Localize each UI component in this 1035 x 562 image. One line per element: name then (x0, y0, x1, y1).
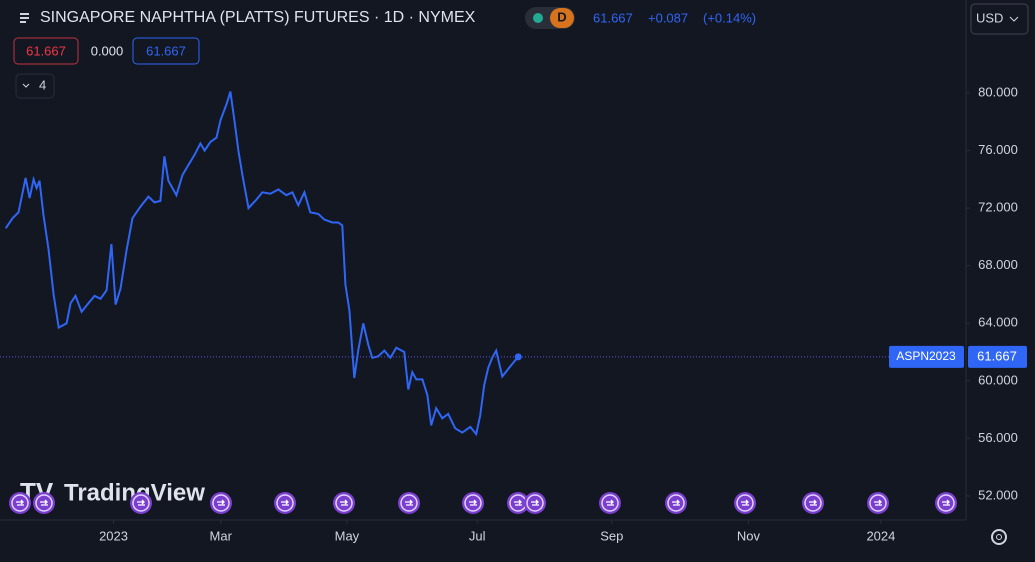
settings-icon[interactable] (991, 529, 1007, 545)
toggle-caret (22, 83, 30, 88)
change-pct: (+0.14%) (703, 10, 756, 25)
series-label: ASPN2023 (896, 349, 956, 363)
event-icon (665, 492, 687, 514)
event-icon (867, 492, 889, 514)
y-tick-label: 68.000 (978, 257, 1018, 272)
y-tick-label: 80.000 (978, 84, 1018, 99)
event-arrow (942, 499, 950, 506)
event-ring (736, 494, 754, 512)
event-ring (601, 494, 619, 512)
event-arrow (281, 499, 289, 506)
event-arrow (809, 499, 817, 506)
y-tick-label: 56.000 (978, 430, 1018, 445)
event-ring (667, 494, 685, 512)
event-arrow (531, 499, 539, 506)
change: +0.087 (648, 10, 688, 25)
y-tick-label: 76.000 (978, 142, 1018, 157)
x-tick-label: 2023 (99, 528, 128, 543)
price-label-bg (968, 345, 1027, 368)
event-arrow (741, 499, 749, 506)
event-icon (33, 492, 55, 514)
event-arrow (514, 499, 522, 506)
x-tick-label: Sep (600, 528, 623, 543)
event-icon (734, 492, 756, 514)
event-ring (276, 494, 294, 512)
event-ring (35, 494, 53, 512)
event-icon (462, 492, 484, 514)
event-ring (335, 494, 353, 512)
last-point (514, 353, 522, 361)
event-arrow (137, 499, 145, 506)
y-tick-label: 72.000 (978, 200, 1018, 215)
event-ring (464, 494, 482, 512)
symbol-icon (20, 13, 29, 23)
event-ring (869, 494, 887, 512)
event-arrow (340, 499, 348, 506)
legend-value: 61.667 (146, 43, 186, 58)
event-icon (935, 492, 957, 514)
y-tick-label: 60.000 (978, 372, 1018, 387)
event-ring (526, 494, 544, 512)
event-icon (524, 492, 546, 514)
event-arrow (217, 499, 225, 506)
event-arrow (606, 499, 614, 506)
event-arrow (405, 499, 413, 506)
legend-value: 61.667 (26, 43, 66, 58)
event-ring (804, 494, 822, 512)
event-arrow (672, 499, 680, 506)
y-tick-label: 52.000 (978, 487, 1018, 502)
series-label-bg (889, 345, 964, 368)
event-arrow (16, 499, 24, 506)
y-tick-label: 64.000 (978, 315, 1018, 330)
x-tick-label: May (335, 528, 360, 543)
event-icon (507, 492, 529, 514)
currency-button[interactable] (970, 3, 1029, 35)
x-tick-label: 2024 (866, 528, 895, 543)
event-icon (9, 492, 31, 514)
event-ring (132, 494, 150, 512)
price-line (4, 91, 519, 437)
event-icon (333, 492, 355, 514)
chart-title: SINGAPORE NAPHTHA (PLATTS) FUTURES · 1D … (40, 9, 476, 26)
price-label: 61.667 (977, 348, 1017, 363)
event-icon (398, 492, 420, 514)
event-arrow (40, 499, 48, 506)
interval-badge: D (557, 9, 566, 24)
event-icon (274, 492, 296, 514)
badge-bg (550, 8, 574, 28)
event-arrow (874, 499, 882, 506)
x-tick-label: Jul (469, 528, 486, 543)
legend-box (132, 37, 200, 65)
x-tick-label: Mar (210, 528, 233, 543)
event-ring (400, 494, 418, 512)
legend-box (13, 37, 79, 65)
market-status (533, 13, 543, 23)
currency: USD (976, 10, 1003, 25)
legend-change: 0.000 (91, 43, 124, 58)
x-tick-label: Nov (737, 528, 761, 543)
hidden-indicators: 4 (39, 77, 46, 92)
currency-caret (1009, 16, 1019, 22)
last-price: 61.667 (593, 10, 633, 25)
event-icon (599, 492, 621, 514)
event-ring (937, 494, 955, 512)
event-arrow (469, 499, 477, 506)
event-icon (210, 492, 232, 514)
event-ring (11, 494, 29, 512)
event-icon (130, 492, 152, 514)
event-icon (802, 492, 824, 514)
indicator-toggle[interactable] (15, 73, 55, 99)
event-ring (212, 494, 230, 512)
